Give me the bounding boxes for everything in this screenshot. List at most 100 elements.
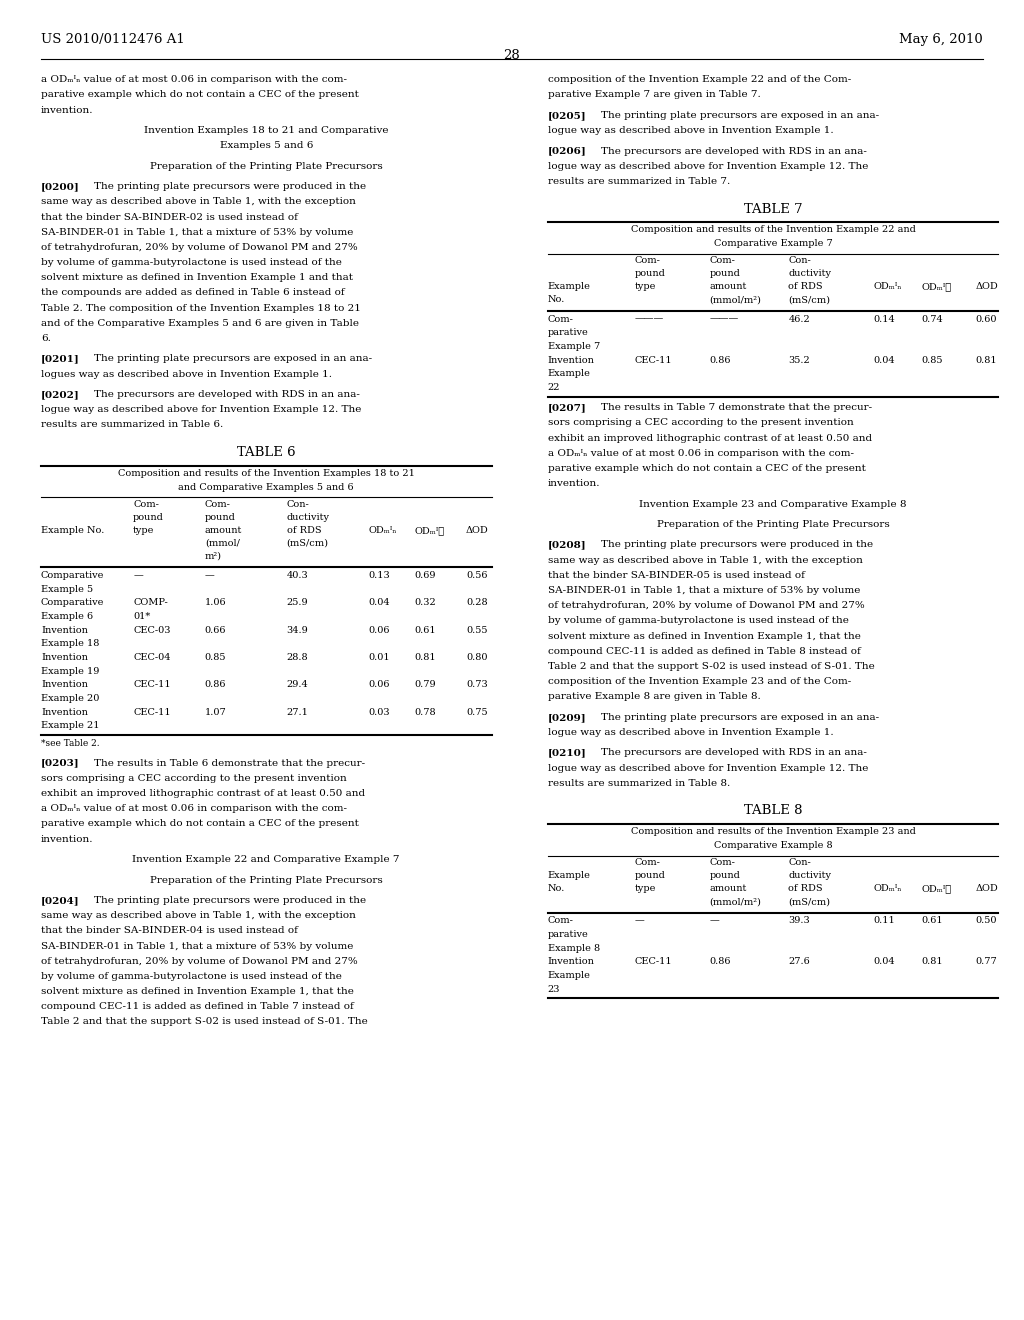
Text: of RDS: of RDS <box>788 282 823 292</box>
Text: CEC-03: CEC-03 <box>133 626 171 635</box>
Text: amount: amount <box>205 525 242 535</box>
Text: —: — <box>635 916 645 925</box>
Text: compound CEC-11 is added as defined in Table 7 instead of: compound CEC-11 is added as defined in T… <box>41 1002 353 1011</box>
Text: 0.85: 0.85 <box>922 355 943 364</box>
Text: Comparative Example 7: Comparative Example 7 <box>714 239 833 248</box>
Text: 0.78: 0.78 <box>415 708 436 717</box>
Text: Com-: Com- <box>205 500 230 510</box>
Text: 0.61: 0.61 <box>415 626 436 635</box>
Text: 0.79: 0.79 <box>415 680 436 689</box>
Text: logues way as described above in Invention Example 1.: logues way as described above in Inventi… <box>41 370 332 379</box>
Text: Example 19: Example 19 <box>41 667 99 676</box>
Text: results are summarized in Table 8.: results are summarized in Table 8. <box>548 779 730 788</box>
Text: a ODₘᴵₙ value of at most 0.06 in comparison with the com-: a ODₘᴵₙ value of at most 0.06 in compari… <box>41 75 347 84</box>
Text: 34.9: 34.9 <box>287 626 308 635</box>
Text: Invention Examples 18 to 21 and Comparative: Invention Examples 18 to 21 and Comparat… <box>144 125 388 135</box>
Text: US 2010/0112476 A1: US 2010/0112476 A1 <box>41 33 184 46</box>
Text: amount: amount <box>710 884 746 894</box>
Text: CEC-11: CEC-11 <box>635 957 673 966</box>
Text: SA-BINDER-01 in Table 1, that a mixture of 53% by volume: SA-BINDER-01 in Table 1, that a mixture … <box>548 586 860 595</box>
Text: 0.13: 0.13 <box>369 572 390 579</box>
Text: Com-: Com- <box>635 256 660 265</box>
Text: solvent mixture as defined in Invention Example 1, that the: solvent mixture as defined in Invention … <box>41 987 354 997</box>
Text: 0.75: 0.75 <box>466 708 487 717</box>
Text: of tetrahydrofuran, 20% by volume of Dowanol PM and 27%: of tetrahydrofuran, 20% by volume of Dow… <box>548 601 864 610</box>
Text: CEC-04: CEC-04 <box>133 653 171 663</box>
Text: ODₘᴵ≳: ODₘᴵ≳ <box>922 282 951 292</box>
Text: 0.81: 0.81 <box>976 355 997 364</box>
Text: The printing plate precursors were produced in the: The printing plate precursors were produ… <box>601 540 873 549</box>
Text: —: — <box>710 916 720 925</box>
Text: CEC-11: CEC-11 <box>133 680 171 689</box>
Text: that the binder SA-BINDER-04 is used instead of: that the binder SA-BINDER-04 is used ins… <box>41 927 298 936</box>
Text: pound: pound <box>133 513 164 521</box>
Text: SA-BINDER-01 in Table 1, that a mixture of 53% by volume: SA-BINDER-01 in Table 1, that a mixture … <box>41 227 353 236</box>
Text: —: — <box>133 572 143 579</box>
Text: The printing plate precursors are exposed in an ana-: The printing plate precursors are expose… <box>601 111 880 120</box>
Text: results are summarized in Table 7.: results are summarized in Table 7. <box>548 177 730 186</box>
Text: [0200]: [0200] <box>41 182 80 191</box>
Text: by volume of gamma-butyrolactone is used instead of the: by volume of gamma-butyrolactone is used… <box>41 257 342 267</box>
Text: of RDS: of RDS <box>788 884 823 894</box>
Text: composition of the Invention Example 23 and of the Com-: composition of the Invention Example 23 … <box>548 677 851 686</box>
Text: The precursors are developed with RDS in an ana-: The precursors are developed with RDS in… <box>94 389 360 399</box>
Text: 0.85: 0.85 <box>205 653 226 663</box>
Text: same way as described above in Table 1, with the exception: same way as described above in Table 1, … <box>41 911 355 920</box>
Text: [0206]: [0206] <box>548 147 587 156</box>
Text: Example No.: Example No. <box>41 525 104 535</box>
Text: 0.06: 0.06 <box>369 626 390 635</box>
Text: same way as described above in Table 1, with the exception: same way as described above in Table 1, … <box>548 556 862 565</box>
Text: 27.1: 27.1 <box>287 708 308 717</box>
Text: 0.50: 0.50 <box>976 916 997 925</box>
Text: [0203]: [0203] <box>41 759 80 768</box>
Text: 0.66: 0.66 <box>205 626 226 635</box>
Text: ODₘᴵ≳: ODₘᴵ≳ <box>922 884 951 894</box>
Text: [0207]: [0207] <box>548 403 587 412</box>
Text: 6.: 6. <box>41 334 51 343</box>
Text: Invention: Invention <box>548 355 595 364</box>
Text: Com-: Com- <box>635 858 660 867</box>
Text: ODₘᴵₙ: ODₘᴵₙ <box>873 884 902 894</box>
Text: ———: ——— <box>710 314 739 323</box>
Text: Example 8: Example 8 <box>548 944 600 953</box>
Text: [0205]: [0205] <box>548 111 587 120</box>
Text: ΔOD: ΔOD <box>466 525 488 535</box>
Text: 01*: 01* <box>133 612 151 620</box>
Text: 28.8: 28.8 <box>287 653 308 663</box>
Text: ODₘᴵₙ: ODₘᴵₙ <box>369 525 397 535</box>
Text: a ODₘᴵₙ value of at most 0.06 in comparison with the com-: a ODₘᴵₙ value of at most 0.06 in compari… <box>548 449 854 458</box>
Text: pound: pound <box>710 871 740 880</box>
Text: 0.32: 0.32 <box>415 598 436 607</box>
Text: 0.86: 0.86 <box>710 355 731 364</box>
Text: No.: No. <box>548 884 565 894</box>
Text: Example 18: Example 18 <box>41 639 99 648</box>
Text: results are summarized in Table 6.: results are summarized in Table 6. <box>41 420 223 429</box>
Text: 0.03: 0.03 <box>369 708 390 717</box>
Text: Com-: Com- <box>133 500 159 510</box>
Text: The printing plate precursors are exposed in an ana-: The printing plate precursors are expose… <box>601 713 880 722</box>
Text: (mS/cm): (mS/cm) <box>287 539 329 548</box>
Text: 0.81: 0.81 <box>922 957 943 966</box>
Text: pound: pound <box>635 871 666 880</box>
Text: that the binder SA-BINDER-02 is used instead of: that the binder SA-BINDER-02 is used ins… <box>41 213 298 222</box>
Text: The results in Table 6 demonstrate that the precur-: The results in Table 6 demonstrate that … <box>94 759 366 768</box>
Text: Example: Example <box>548 370 591 379</box>
Text: parative example which do not contain a CEC of the present: parative example which do not contain a … <box>41 820 358 829</box>
Text: pound: pound <box>635 269 666 279</box>
Text: Con-: Con- <box>788 256 811 265</box>
Text: 0.73: 0.73 <box>466 680 487 689</box>
Text: 0.01: 0.01 <box>369 653 390 663</box>
Text: Con-: Con- <box>287 500 309 510</box>
Text: 0.04: 0.04 <box>369 598 390 607</box>
Text: 0.61: 0.61 <box>922 916 943 925</box>
Text: 22: 22 <box>548 383 560 392</box>
Text: 23: 23 <box>548 985 560 994</box>
Text: of RDS: of RDS <box>287 525 322 535</box>
Text: invention.: invention. <box>41 106 93 115</box>
Text: Examples 5 and 6: Examples 5 and 6 <box>219 141 313 150</box>
Text: 1.07: 1.07 <box>205 708 226 717</box>
Text: logue way as described above in Invention Example 1.: logue way as described above in Inventio… <box>548 727 834 737</box>
Text: and Comparative Examples 5 and 6: and Comparative Examples 5 and 6 <box>178 483 354 492</box>
Text: 39.3: 39.3 <box>788 916 810 925</box>
Text: parative Example 7 are given in Table 7.: parative Example 7 are given in Table 7. <box>548 90 761 99</box>
